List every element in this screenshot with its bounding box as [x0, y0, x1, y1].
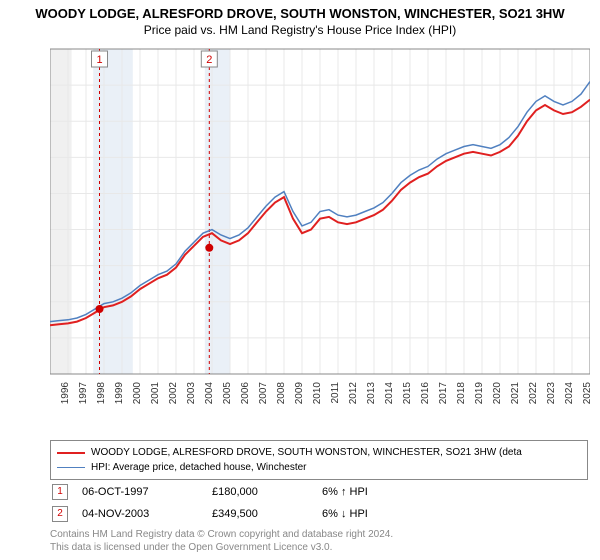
svg-text:2001: 2001 — [150, 382, 161, 404]
svg-text:2002: 2002 — [168, 382, 179, 404]
svg-text:2023: 2023 — [546, 382, 557, 404]
svg-text:2017: 2017 — [438, 382, 449, 404]
chart-container: WOODY LODGE, ALRESFORD DROVE, SOUTH WONS… — [0, 0, 600, 560]
svg-text:2018: 2018 — [456, 382, 467, 404]
price-chart: £0£100K£200K£300K£400K£500K£600K£700K£80… — [50, 44, 590, 404]
svg-text:2024: 2024 — [564, 382, 575, 404]
title-main: WOODY LODGE, ALRESFORD DROVE, SOUTH WONS… — [0, 0, 600, 21]
footnote-line1: Contains HM Land Registry data © Crown c… — [50, 529, 393, 540]
svg-text:2016: 2016 — [420, 382, 431, 404]
svg-text:2022: 2022 — [528, 382, 539, 404]
svg-text:2021: 2021 — [510, 382, 521, 404]
title-sub: Price paid vs. HM Land Registry's House … — [0, 21, 600, 37]
svg-text:1995: 1995 — [50, 382, 53, 404]
svg-text:2020: 2020 — [492, 382, 503, 404]
svg-text:2006: 2006 — [240, 382, 251, 404]
svg-text:2004: 2004 — [204, 382, 215, 404]
svg-text:1: 1 — [96, 54, 102, 66]
svg-text:2009: 2009 — [294, 382, 305, 404]
svg-text:1999: 1999 — [114, 382, 125, 404]
legend: WOODY LODGE, ALRESFORD DROVE, SOUTH WONS… — [50, 440, 588, 480]
footnote-line2: This data is licensed under the Open Gov… — [50, 542, 332, 553]
svg-text:2012: 2012 — [348, 382, 359, 404]
svg-text:2015: 2015 — [402, 382, 413, 404]
svg-text:2014: 2014 — [384, 382, 395, 404]
sale-row: 204-NOV-2003£349,5006% ↓ HPI — [52, 504, 376, 524]
svg-text:2003: 2003 — [186, 382, 197, 404]
svg-text:2008: 2008 — [276, 382, 287, 404]
svg-text:2025: 2025 — [582, 382, 590, 404]
footnote: Contains HM Land Registry data © Crown c… — [50, 528, 393, 554]
svg-text:2005: 2005 — [222, 382, 233, 404]
svg-text:2010: 2010 — [312, 382, 323, 404]
svg-text:1996: 1996 — [60, 382, 71, 404]
svg-text:2000: 2000 — [132, 382, 143, 404]
legend-item: WOODY LODGE, ALRESFORD DROVE, SOUTH WONS… — [57, 445, 581, 460]
svg-text:2007: 2007 — [258, 382, 269, 404]
svg-text:2019: 2019 — [474, 382, 485, 404]
svg-text:2013: 2013 — [366, 382, 377, 404]
svg-text:1998: 1998 — [96, 382, 107, 404]
svg-text:2: 2 — [206, 54, 212, 66]
svg-text:1997: 1997 — [78, 382, 89, 404]
sales-table: 106-OCT-1997£180,0006% ↑ HPI204-NOV-2003… — [50, 480, 378, 526]
svg-text:2011: 2011 — [330, 382, 341, 404]
legend-item: HPI: Average price, detached house, Winc… — [57, 460, 581, 475]
sale-row: 106-OCT-1997£180,0006% ↑ HPI — [52, 482, 376, 502]
